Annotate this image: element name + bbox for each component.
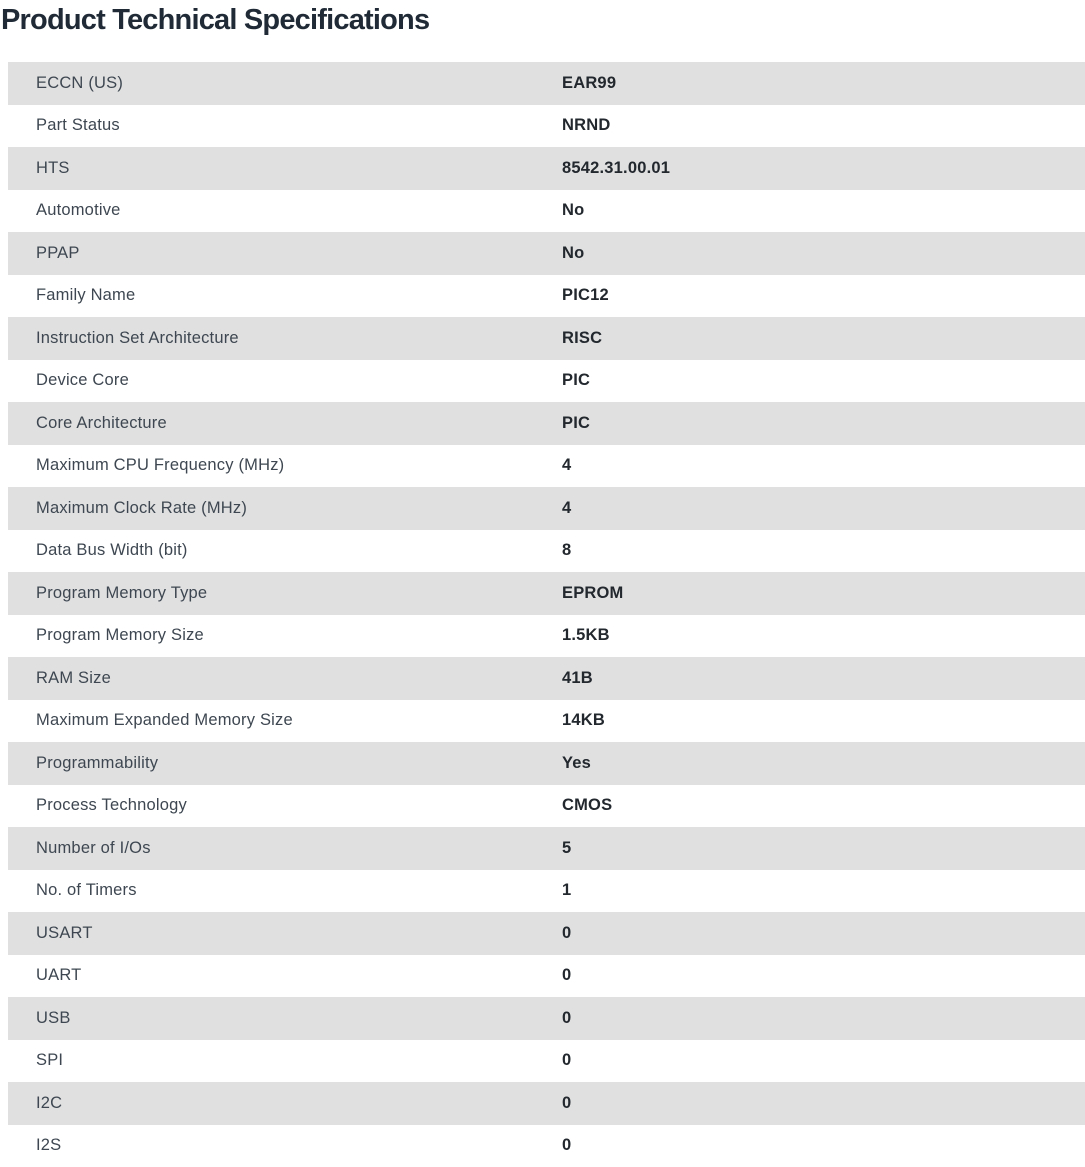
spec-table: ECCN (US) EAR99 Part Status NRND HTS 8542.31.… — [0, 62, 1085, 1167]
spec-label: I2C — [36, 1094, 62, 1113]
spec-value: Yes — [562, 754, 591, 773]
spec-row: Instruction Set Architecture RISC — [8, 317, 1085, 360]
spec-label: Core Architecture — [36, 414, 167, 433]
spec-row: Program Memory Size 1.5KB — [8, 615, 1085, 658]
spec-value: PIC12 — [562, 286, 609, 305]
spec-value: PIC — [562, 371, 590, 390]
spec-value: 0 — [562, 1009, 571, 1028]
spec-label: Maximum Clock Rate (MHz) — [36, 499, 247, 518]
spec-row: Maximum Expanded Memory Size 14KB — [8, 700, 1085, 743]
spec-row: ECCN (US) EAR99 — [8, 62, 1085, 105]
spec-value: PIC — [562, 414, 590, 433]
spec-value: 4 — [562, 499, 571, 518]
spec-row: Data Bus Width (bit) 8 — [8, 530, 1085, 573]
spec-row: Maximum CPU Frequency (MHz) 4 — [8, 445, 1085, 488]
spec-row: I2S 0 — [8, 1125, 1085, 1167]
spec-row: I2C 0 — [8, 1082, 1085, 1125]
spec-label: Instruction Set Architecture — [36, 329, 239, 348]
spec-label: RAM Size — [36, 669, 111, 688]
spec-value: 41B — [562, 669, 593, 688]
spec-label: I2S — [36, 1136, 61, 1155]
spec-row: Core Architecture PIC — [8, 402, 1085, 445]
spec-row: USB 0 — [8, 997, 1085, 1040]
spec-label: Program Memory Size — [36, 626, 204, 645]
spec-label: ECCN (US) — [36, 74, 123, 93]
spec-label: SPI — [36, 1051, 63, 1070]
spec-label: Automotive — [36, 201, 121, 220]
spec-label: Part Status — [36, 116, 120, 135]
spec-row: Family Name PIC12 — [8, 275, 1085, 318]
spec-value: 1.5KB — [562, 626, 610, 645]
spec-row: Programmability Yes — [8, 742, 1085, 785]
spec-value: NRND — [562, 116, 610, 135]
spec-value: EAR99 — [562, 74, 616, 93]
spec-label: Program Memory Type — [36, 584, 207, 603]
spec-label: PPAP — [36, 244, 80, 263]
spec-row: Maximum Clock Rate (MHz) 4 — [8, 487, 1085, 530]
spec-label: Data Bus Width (bit) — [36, 541, 188, 560]
spec-row: Program Memory Type EPROM — [8, 572, 1085, 615]
spec-value: CMOS — [562, 796, 612, 815]
spec-label: Family Name — [36, 286, 135, 305]
spec-row: PPAP No — [8, 232, 1085, 275]
spec-label: USART — [36, 924, 93, 943]
spec-row: Device Core PIC — [8, 360, 1085, 403]
spec-label: Process Technology — [36, 796, 187, 815]
spec-value: EPROM — [562, 584, 624, 603]
spec-value: No — [562, 244, 584, 263]
spec-row: HTS 8542.31.00.01 — [8, 147, 1085, 190]
spec-label: Number of I/Os — [36, 839, 151, 858]
spec-value: 0 — [562, 1051, 571, 1070]
spec-value: 14KB — [562, 711, 605, 730]
spec-value: 5 — [562, 839, 571, 858]
spec-value: No — [562, 201, 584, 220]
spec-row: RAM Size 41B — [8, 657, 1085, 700]
spec-value: 1 — [562, 881, 571, 900]
spec-value: 0 — [562, 924, 571, 943]
spec-row: SPI 0 — [8, 1040, 1085, 1083]
spec-row: Process Technology CMOS — [8, 785, 1085, 828]
spec-value: 8 — [562, 541, 571, 560]
spec-value: 0 — [562, 1136, 571, 1155]
spec-value: 0 — [562, 966, 571, 985]
spec-label: Device Core — [36, 371, 129, 390]
spec-row: Number of I/Os 5 — [8, 827, 1085, 870]
spec-value: 0 — [562, 1094, 571, 1113]
spec-value: 4 — [562, 456, 571, 475]
spec-label: Maximum CPU Frequency (MHz) — [36, 456, 284, 475]
spec-label: UART — [36, 966, 81, 985]
spec-label: HTS — [36, 159, 70, 178]
spec-label: Maximum Expanded Memory Size — [36, 711, 293, 730]
spec-row: USART 0 — [8, 912, 1085, 955]
spec-label: Programmability — [36, 754, 158, 773]
page-title: Product Technical Specifications — [0, 0, 1085, 37]
spec-row: No. of Timers 1 — [8, 870, 1085, 913]
spec-value: RISC — [562, 329, 602, 348]
spec-row: Automotive No — [8, 190, 1085, 233]
spec-row: Part Status NRND — [8, 105, 1085, 148]
spec-value: 8542.31.00.01 — [562, 159, 670, 178]
spec-row: UART 0 — [8, 955, 1085, 998]
spec-label: USB — [36, 1009, 71, 1028]
spec-label: No. of Timers — [36, 881, 137, 900]
